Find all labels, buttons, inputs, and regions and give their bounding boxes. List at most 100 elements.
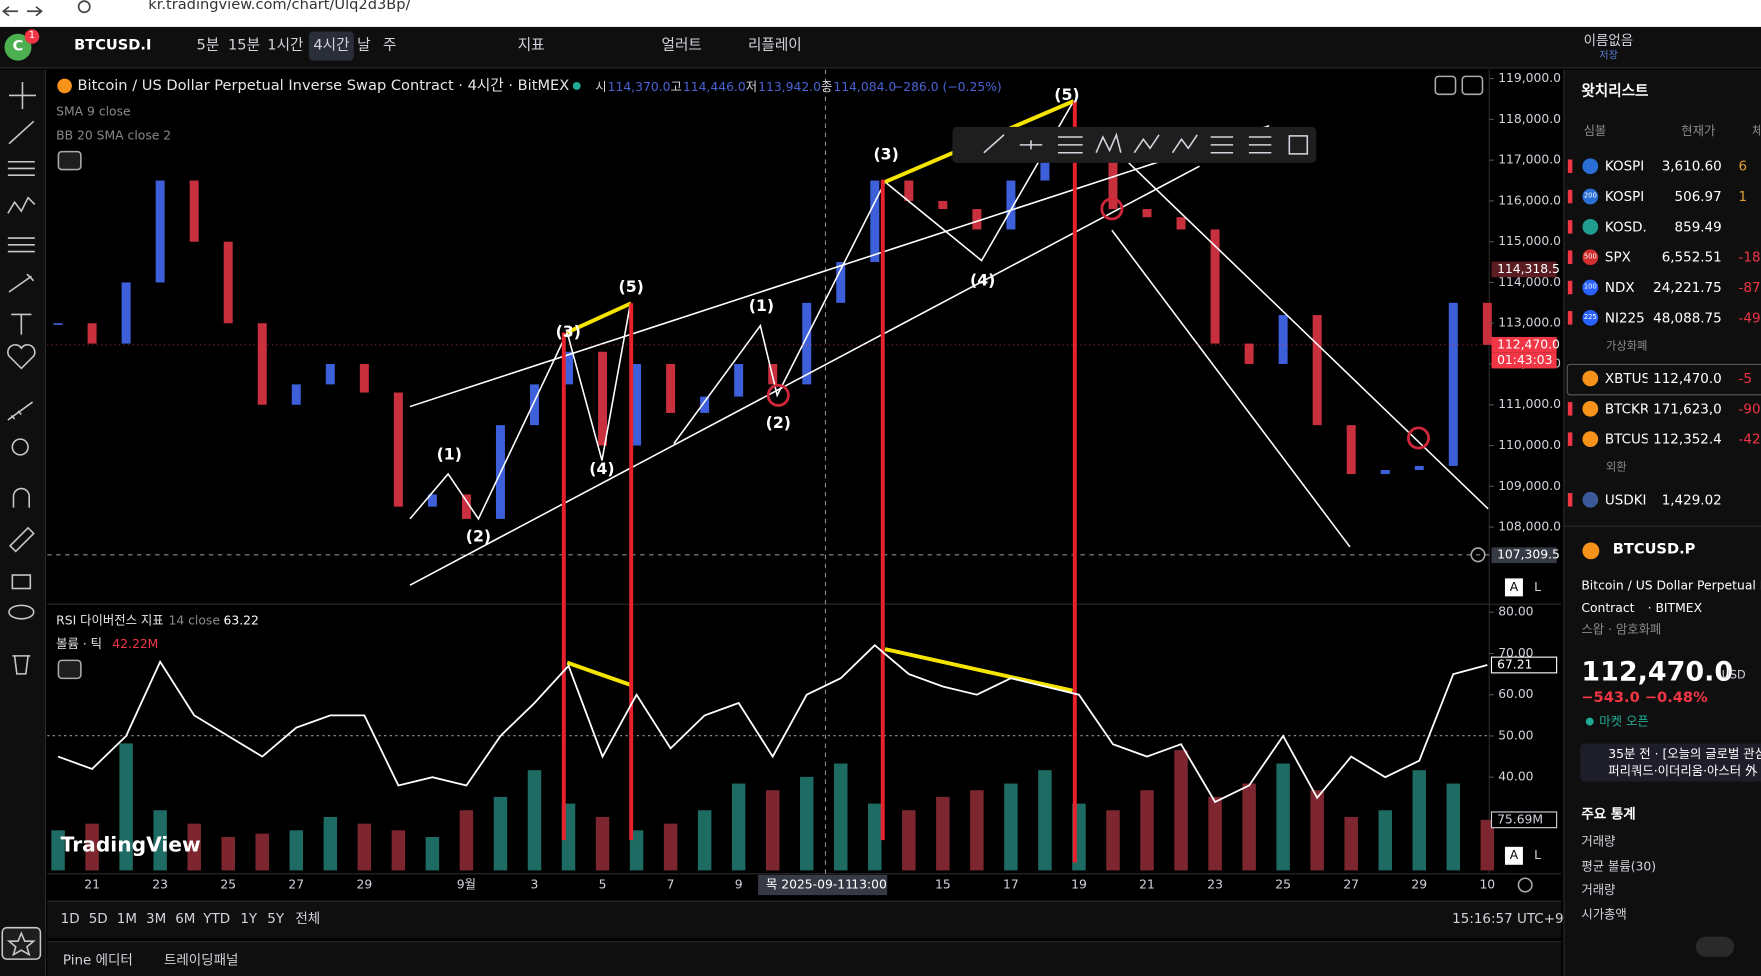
range-button[interactable]: 1Y: [240, 910, 258, 927]
text-tool[interactable]: [11, 313, 32, 335]
scale-button[interactable]: L: [1534, 847, 1541, 863]
range-button[interactable]: 6M: [175, 910, 196, 927]
wave-path-1[interactable]: [409, 305, 631, 521]
forecast-tool[interactable]: [7, 237, 35, 253]
replay-button[interactable]: 리플레이: [747, 37, 802, 54]
tool-icon[interactable]: [983, 134, 1005, 154]
interval-button[interactable]: 주: [382, 37, 397, 54]
volume-name[interactable]: 볼륨 · 틱: [56, 636, 103, 652]
watch-symbol[interactable]: SPX: [1604, 249, 1631, 266]
detail-symbol[interactable]: BTCUSD.P: [1612, 541, 1696, 559]
tool-icon[interactable]: [1133, 134, 1160, 154]
range-button[interactable]: 5Y: [267, 910, 285, 927]
tool-icon[interactable]: [1248, 136, 1272, 154]
study-label[interactable]: BB 20 SMA close 2: [56, 128, 172, 143]
star-icon[interactable]: [6, 931, 36, 957]
channel-upper[interactable]: [409, 125, 1270, 408]
tool-icon[interactable]: [1171, 134, 1198, 154]
tool-icon[interactable]: [1057, 136, 1083, 154]
brush-tool[interactable]: [8, 273, 35, 293]
range-button[interactable]: 1M: [116, 910, 138, 927]
layout-name[interactable]: 이름없음: [1583, 32, 1634, 49]
reload-icon[interactable]: [77, 0, 91, 14]
range-button[interactable]: YTD: [203, 910, 231, 927]
news-box[interactable]: [1580, 743, 1761, 782]
trendline-tool[interactable]: [8, 120, 35, 145]
scale-button[interactable]: L: [1534, 579, 1541, 595]
tool-icon[interactable]: [1210, 136, 1234, 154]
rsi-highs-1[interactable]: [566, 660, 632, 687]
watch-price: 506.97: [1674, 188, 1722, 205]
tool-icon[interactable]: [1019, 140, 1043, 150]
news-line[interactable]: 퍼리쿼드·이더리움·아스터 外: [1608, 763, 1758, 779]
down-channel-lower[interactable]: [1111, 229, 1351, 548]
scale-button[interactable]: A: [1504, 578, 1523, 597]
news-line[interactable]: 35분 전 · [오늘의 글로벌 관심: [1608, 746, 1761, 762]
watch-symbol[interactable]: KOSD.: [1604, 219, 1647, 235]
watchlist-title[interactable]: 왓치리스트: [1581, 83, 1649, 100]
interval-button[interactable]: 1시간: [267, 37, 304, 54]
scroll-button[interactable]: [1434, 75, 1457, 96]
fib-tool[interactable]: [7, 160, 35, 176]
price-highs-1[interactable]: [566, 301, 632, 335]
zoom-tool[interactable]: [11, 438, 29, 456]
back-icon[interactable]: [2, 6, 18, 17]
bottom-tab[interactable]: Pine 에디터: [62, 952, 133, 969]
expand-button[interactable]: [1695, 936, 1735, 957]
interval-button[interactable]: 15분: [227, 37, 261, 54]
avatar[interactable]: C: [4, 33, 32, 61]
break-circle[interactable]: [1406, 426, 1430, 450]
candle: [461, 494, 471, 519]
watch-symbol[interactable]: USDKI: [1604, 491, 1647, 508]
x-tick-label: 29: [356, 878, 372, 892]
watch-symbol[interactable]: BTCUSI: [1604, 431, 1648, 447]
rsi-name[interactable]: RSI 다이버전스 지표: [56, 613, 164, 628]
watchlist-section[interactable]: 가상화폐: [1606, 340, 1648, 353]
study-label[interactable]: SMA 9 close: [56, 104, 131, 120]
interval-button[interactable]: 날: [357, 37, 371, 54]
indicators-button[interactable]: 지표: [517, 37, 545, 54]
watch-symbol[interactable]: KOSPI: [1604, 188, 1645, 205]
down-channel-upper[interactable]: [1128, 162, 1489, 510]
range-button[interactable]: 3M: [146, 910, 167, 927]
settings-icon[interactable]: [1517, 877, 1533, 893]
crosshair-tool[interactable]: [8, 81, 36, 109]
break-circle[interactable]: [1100, 197, 1124, 221]
clock[interactable]: 15:16:57 UTC+9: [1452, 910, 1564, 927]
reset-button[interactable]: [1461, 75, 1484, 96]
collapse-button[interactable]: [57, 150, 82, 171]
range-button[interactable]: 전체: [295, 910, 321, 927]
tool-icon[interactable]: [1095, 132, 1122, 154]
delete-tool[interactable]: [12, 655, 31, 675]
bottom-tab[interactable]: 트레이딩패널: [163, 952, 239, 969]
scale-button[interactable]: A: [1504, 846, 1523, 865]
favorites-button[interactable]: [1, 926, 42, 960]
range-button[interactable]: 5D: [88, 910, 108, 927]
symbol[interactable]: BTCUSD.I: [74, 37, 152, 54]
collapse-button[interactable]: [57, 659, 82, 680]
tool-icon[interactable]: [1288, 135, 1309, 155]
interval-button[interactable]: 4시간: [308, 31, 355, 61]
measure-tool[interactable]: [7, 401, 34, 421]
hide-tool[interactable]: [8, 604, 35, 620]
icon-tool[interactable]: [7, 344, 36, 370]
draw-mode-tool[interactable]: [8, 526, 35, 553]
add-alert-icon[interactable]: [1470, 547, 1486, 563]
break-circle[interactable]: [766, 383, 790, 407]
wave-path-2[interactable]: [673, 100, 1075, 445]
watch-symbol[interactable]: XBTUSE: [1604, 370, 1648, 387]
pattern-tool[interactable]: [7, 196, 36, 214]
magnet-tool[interactable]: [12, 487, 30, 508]
forward-icon[interactable]: [26, 6, 43, 17]
range-button[interactable]: 1D: [60, 910, 80, 927]
channel-lower[interactable]: [409, 165, 1200, 586]
lock-tool[interactable]: [11, 574, 32, 590]
watch-symbol[interactable]: NI225: [1604, 309, 1645, 326]
interval-button[interactable]: 5분: [196, 37, 220, 54]
alert-button[interactable]: 얼러트: [661, 37, 702, 54]
watch-symbol[interactable]: KOSPI: [1604, 158, 1645, 175]
watch-symbol[interactable]: BTCKRV: [1604, 400, 1648, 417]
watchlist-section[interactable]: 외환: [1606, 461, 1627, 474]
watch-symbol[interactable]: NDX: [1604, 279, 1635, 296]
rsi-highs-2[interactable]: [884, 647, 1073, 693]
